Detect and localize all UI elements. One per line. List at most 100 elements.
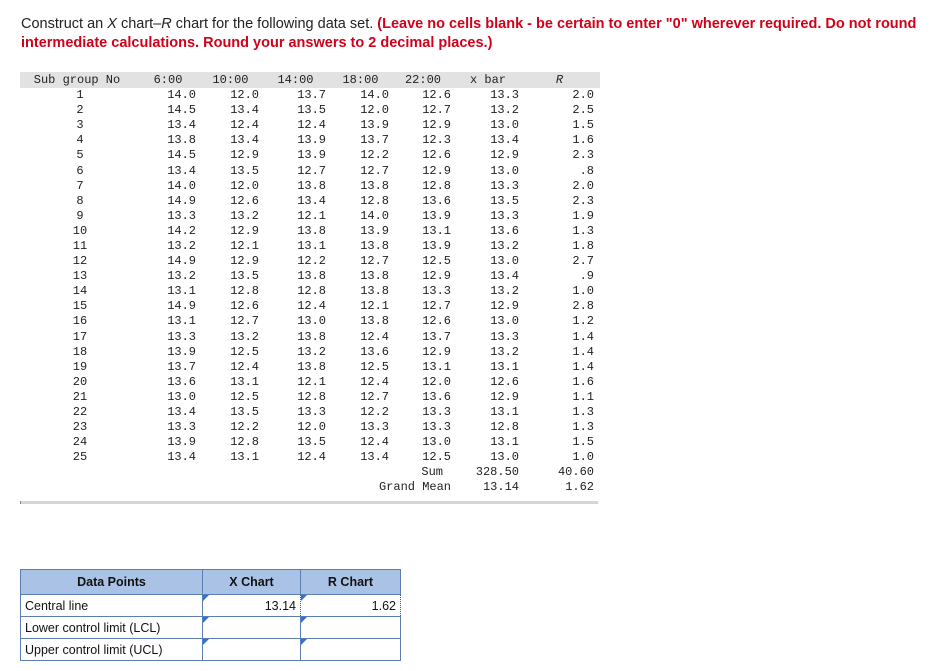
cell: .9: [579, 269, 594, 284]
cell: 12.6: [230, 193, 259, 208]
row: 15 14.9 12.6 12.4 12.1 12.7 12.9 2.8: [20, 299, 600, 314]
cell: 13.7: [422, 329, 451, 344]
cell: 1.4: [572, 344, 594, 359]
cell: 12.4: [297, 118, 326, 133]
answer-input[interactable]: [300, 616, 401, 639]
cell: 1.3: [572, 405, 594, 420]
cell: 2.3: [572, 148, 594, 163]
row: 6 13.4 13.5 12.7 12.7 12.9 13.0 .8: [20, 163, 600, 178]
cell: 13.3: [490, 178, 519, 193]
text: chart for the following data set.: [171, 16, 378, 32]
cell: 1: [76, 88, 84, 103]
cell: 12.9: [422, 163, 451, 178]
cell: 13.4: [230, 133, 259, 148]
summary-row: Sum 328.50 40.60: [20, 465, 600, 480]
cell: 13.4: [230, 103, 259, 118]
cell: 13.0: [490, 254, 519, 269]
cell: 14.9: [167, 299, 196, 314]
cell: 25: [72, 450, 88, 465]
cell: 13.3: [490, 329, 519, 344]
cell: 2.3: [572, 193, 594, 208]
row: 14 13.1 12.8 12.8 13.8 13.3 13.2 1.0: [20, 284, 600, 299]
cell: 13.1: [490, 359, 519, 374]
row: 1 14.0 12.0 13.7 14.0 12.6 13.3 2.0: [20, 88, 600, 103]
cell: 2.5: [572, 103, 594, 118]
cell: 3: [76, 118, 84, 133]
cell: 13: [72, 269, 88, 284]
cell: 12.8: [297, 389, 326, 404]
row: Lower control limit (LCL): [20, 616, 401, 639]
data-table: Sub group No 6:00 10:00 14:00 18:00 22:00 x ba…: [20, 72, 600, 496]
cell: 19: [72, 359, 88, 374]
row: 5 14.5 12.9 13.9 12.2 12.6 12.9 2.3: [20, 148, 600, 163]
cell: 12.9: [230, 223, 259, 238]
cell: 12.2: [297, 254, 326, 269]
answer-table: Data Points X Chart R Chart Central line 13.…: [20, 569, 401, 661]
cell: 13.7: [297, 88, 326, 103]
column-header: R Chart: [300, 569, 401, 595]
cell: 14.9: [167, 193, 196, 208]
cell: 13.0: [490, 118, 519, 133]
cell: 12.9: [490, 389, 519, 404]
cell: 13.9: [422, 208, 451, 223]
cell: 2.0: [572, 88, 594, 103]
cell: 1.8: [572, 238, 594, 253]
cell: 12.6: [230, 299, 259, 314]
answer-input[interactable]: [202, 616, 301, 639]
cell: 13.9: [422, 238, 451, 253]
cell: 13.3: [297, 405, 326, 420]
column-header: x bar: [457, 72, 525, 88]
cell: 12.3: [422, 133, 451, 148]
row: Central line 13.14 1.62: [20, 594, 401, 617]
cell: 13.0: [422, 435, 451, 450]
cell: 13.9: [360, 223, 389, 238]
row: 4 13.8 13.4 13.9 13.7 12.3 13.4 1.6: [20, 133, 600, 148]
cell: 13.8: [167, 133, 196, 148]
row: 20 13.6 13.1 12.1 12.4 12.0 12.6 1.6: [20, 375, 600, 390]
text: Construct an: [21, 16, 108, 32]
cell: 20: [72, 374, 88, 389]
cell: 12.4: [297, 450, 326, 465]
column-header: 22:00: [395, 72, 457, 88]
cell: 13.8: [360, 178, 389, 193]
cell: 1.9: [572, 208, 594, 223]
cell: 13.2: [230, 329, 259, 344]
cell: 1.3: [572, 223, 594, 238]
cell: 14.9: [167, 254, 196, 269]
column-header: 6:00: [140, 72, 202, 88]
summary-label: Sum: [421, 465, 443, 480]
text: R: [161, 16, 172, 32]
row-label: Central line: [20, 594, 203, 617]
summary-label: Grand Mean: [378, 480, 451, 495]
cell: 10: [72, 223, 88, 238]
cell: 14.5: [167, 103, 196, 118]
cell: 12.0: [230, 88, 259, 103]
row: Upper control limit (UCL): [20, 638, 401, 661]
cell: 12: [72, 254, 88, 269]
cell: 13.6: [422, 389, 451, 404]
answer-input[interactable]: 13.14: [202, 594, 301, 617]
cell: 13.4: [167, 163, 196, 178]
cell: 21: [72, 389, 88, 404]
cell: 13.8: [297, 359, 326, 374]
cell: 13.3: [167, 420, 196, 435]
cell: 12.4: [360, 329, 389, 344]
text: chart–: [116, 16, 162, 32]
cell: 13.8: [297, 329, 326, 344]
cell: 12.9: [422, 344, 451, 359]
cell: 1.5: [572, 118, 594, 133]
cell: 1.6: [572, 133, 594, 148]
cell: 12.4: [360, 435, 389, 450]
cell: 13.2: [167, 238, 196, 253]
answer-input[interactable]: 1.62: [300, 594, 401, 617]
answer-input[interactable]: [202, 638, 301, 661]
cell: 1.4: [572, 359, 594, 374]
cell: 13.0: [297, 314, 326, 329]
cell: 13.3: [490, 88, 519, 103]
cell: 12.4: [297, 299, 326, 314]
row: 2 14.5 13.4 13.5 12.0 12.7 13.2 2.5: [20, 103, 600, 118]
cell: 12.1: [360, 299, 389, 314]
answer-input[interactable]: [300, 638, 401, 661]
cell: 12.7: [297, 163, 326, 178]
cell: 13.7: [167, 359, 196, 374]
